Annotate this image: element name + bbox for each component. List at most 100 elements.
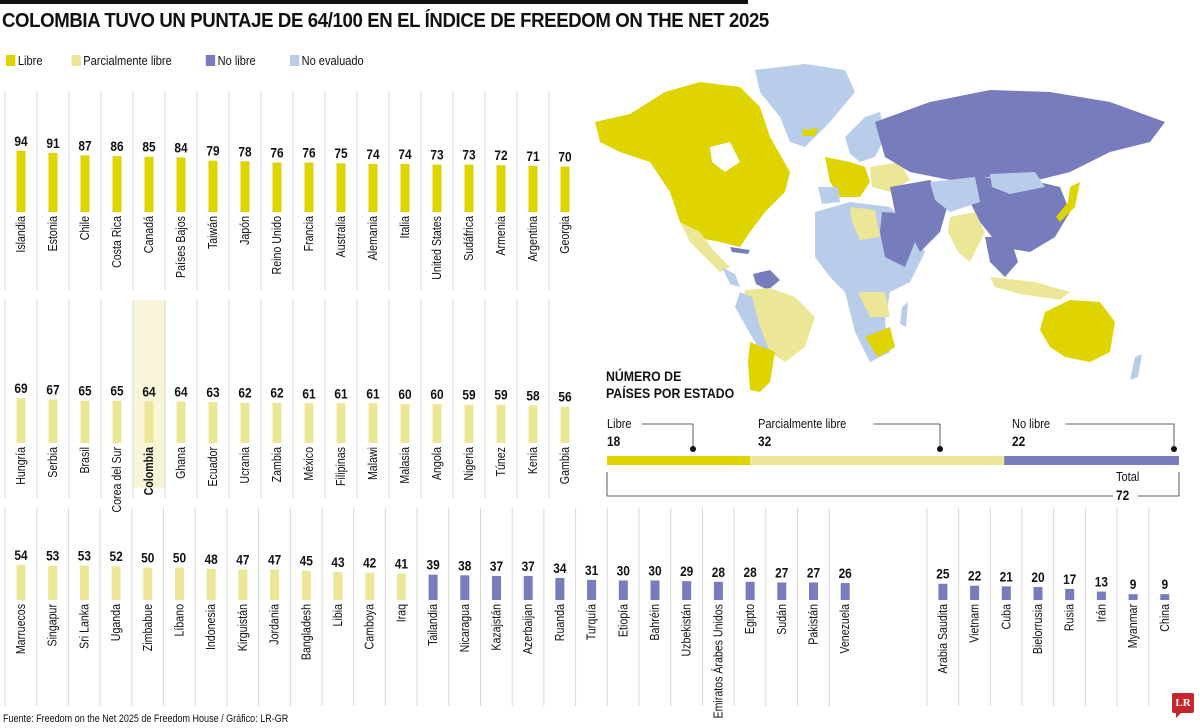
category-label: Ucrania xyxy=(238,446,252,483)
bar xyxy=(144,401,154,443)
bar-group: 48 Indonesia xyxy=(194,508,218,706)
bar-group: 54 Marruecos xyxy=(4,508,28,706)
source-footer: Fuente: Freedom on the Net 2025 de Freed… xyxy=(3,713,289,725)
bar xyxy=(176,401,186,443)
category-label: Sri Lanka xyxy=(78,603,92,648)
legend-label: No evaluado xyxy=(301,53,364,68)
value-label: 67 xyxy=(46,382,59,398)
map-scandinavia xyxy=(845,112,885,162)
bar-group: 9 China xyxy=(1148,508,1172,706)
value-label: 52 xyxy=(109,548,122,564)
bar xyxy=(48,399,58,443)
bar-group: 21 Cuba xyxy=(989,508,1014,706)
bar xyxy=(745,581,755,600)
value-label: 56 xyxy=(558,389,571,405)
category-label: Costa Rica xyxy=(110,215,124,267)
category-label: Indonesia xyxy=(204,603,218,650)
summary-count: 32 xyxy=(758,433,771,449)
bar-group: 28 Egipto xyxy=(733,508,757,706)
summary-title: NÚMERO DE PAÍSES POR ESTADO xyxy=(606,368,734,402)
value-label: 64 xyxy=(174,383,188,399)
value-label: 70 xyxy=(558,149,571,165)
bar-group: 30 Etiopía xyxy=(606,508,631,706)
category-label: Corea del Sur xyxy=(110,447,124,513)
map-japan xyxy=(1056,182,1080,222)
value-label: 62 xyxy=(270,385,283,401)
value-label: 47 xyxy=(268,552,281,568)
bar xyxy=(176,157,186,212)
value-label: 43 xyxy=(331,554,344,570)
category-label: Singapur xyxy=(46,604,60,647)
bar xyxy=(144,156,154,212)
bar xyxy=(555,577,565,600)
bar-group: 56 Gambia xyxy=(548,300,572,498)
map-indonesia xyxy=(990,277,1070,300)
legend-swatch-no-evaluado xyxy=(289,55,300,66)
summary-segment xyxy=(750,456,1005,465)
map-se-asia xyxy=(985,237,1018,277)
category-label: Uzbekistán xyxy=(680,604,694,657)
bar xyxy=(304,403,314,443)
bar xyxy=(16,150,26,212)
bar xyxy=(48,152,58,212)
bar-group: 47 Kirguistán xyxy=(226,508,250,706)
legend-swatch-parcialmente-libre xyxy=(71,55,81,66)
bar xyxy=(272,402,282,443)
summary-dot xyxy=(690,446,696,452)
bar xyxy=(492,575,501,600)
category-label: Hungría xyxy=(14,446,28,484)
legend: Libre Parcialmente libre No libre No eva… xyxy=(6,53,393,68)
category-label: Egipto xyxy=(743,604,757,634)
map-greenland xyxy=(755,64,855,147)
category-label: Bahréin xyxy=(648,604,662,641)
bar xyxy=(496,165,506,212)
value-label: 30 xyxy=(648,563,661,579)
bar xyxy=(333,572,343,600)
bar xyxy=(206,568,216,600)
value-label: 34 xyxy=(553,560,567,576)
value-label: 47 xyxy=(236,552,249,568)
value-label: 72 xyxy=(494,147,507,163)
map-iberia xyxy=(818,187,840,204)
category-label: Nicaragua xyxy=(458,604,472,653)
category-label: Alemania xyxy=(366,216,380,261)
summary-group: No libre 22 xyxy=(1004,416,1179,465)
value-label: 9 xyxy=(1130,576,1137,592)
category-label: China xyxy=(1158,603,1172,631)
map-north-africa-pf xyxy=(850,207,880,240)
bar-group: 59 Nigeria xyxy=(452,300,476,498)
total-bracket xyxy=(1138,472,1180,497)
bar-group: 39 Tailandia xyxy=(416,508,440,706)
bar xyxy=(336,163,346,212)
category-label: Venezuela xyxy=(838,603,852,653)
bar-group: 79 Taiwán xyxy=(196,92,220,290)
bar xyxy=(560,166,570,212)
bar-group: 74 Alemania xyxy=(356,92,380,290)
bar xyxy=(1033,587,1043,600)
legend-swatch-no-libre xyxy=(205,55,216,66)
value-label: 60 xyxy=(398,386,411,402)
category-label: Ghana xyxy=(174,446,188,478)
category-label: Cuba xyxy=(1000,603,1014,629)
category-label: Canadá xyxy=(142,216,156,254)
category-label: Angola xyxy=(430,447,444,481)
bar-group: 65 Brasil xyxy=(68,300,92,498)
bar xyxy=(80,155,90,212)
bar-group: 63 Ecuador xyxy=(196,300,220,498)
bar xyxy=(938,583,948,600)
map-mexico xyxy=(680,222,730,272)
category-label: Taiwán xyxy=(206,216,220,249)
value-label: 22 xyxy=(968,568,981,584)
map-india xyxy=(948,212,985,262)
category-label: Zambia xyxy=(270,447,284,483)
bar-group: 84 Países Bajos xyxy=(164,92,188,290)
category-label: Kenia xyxy=(526,446,540,474)
total-bracket xyxy=(606,472,1113,497)
bar xyxy=(496,404,506,443)
value-label: 28 xyxy=(743,564,756,580)
summary-leader-line xyxy=(642,423,694,448)
bar xyxy=(175,567,184,600)
bar xyxy=(587,579,597,600)
bar-group: 87 Chile xyxy=(68,92,92,290)
map-new-zealand xyxy=(1130,354,1142,380)
